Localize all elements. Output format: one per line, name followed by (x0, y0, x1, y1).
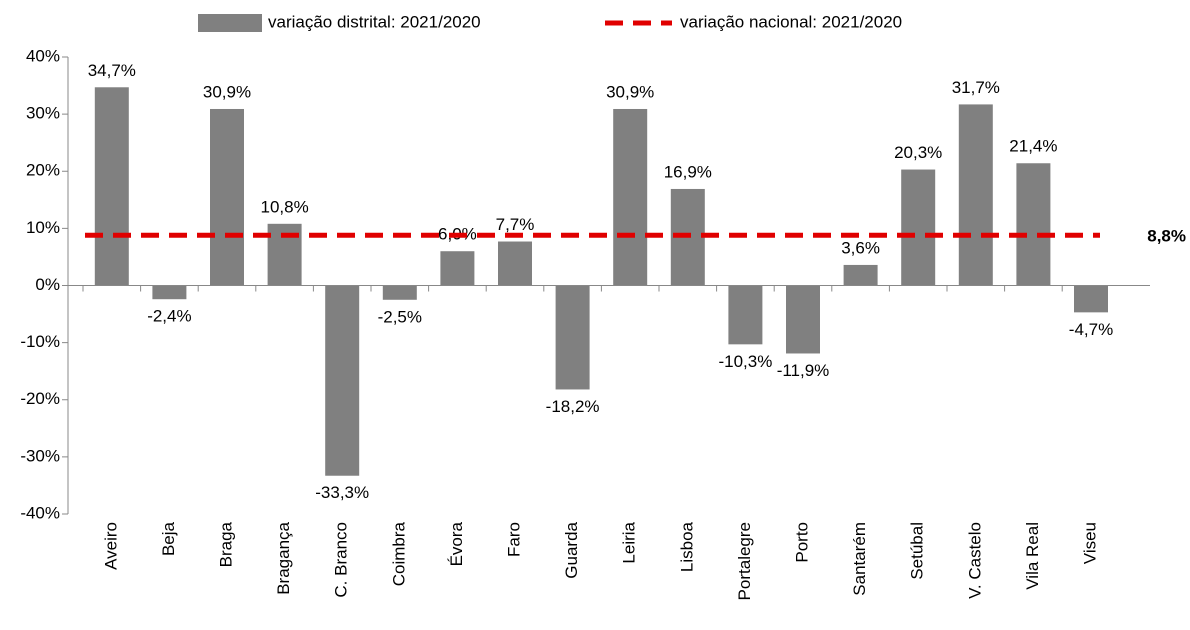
x-tick-label: V. Castelo (965, 522, 984, 599)
x-tick-label: Leiria (620, 521, 639, 563)
x-tick-label: Guarda (562, 521, 581, 578)
x-tick-label: Coimbra (389, 521, 408, 586)
value-label: -4,7% (1069, 320, 1113, 339)
bar (555, 285, 590, 390)
x-tick-label: Porto (792, 522, 811, 563)
bar (728, 285, 763, 345)
bar (613, 108, 648, 286)
bar (498, 241, 532, 286)
bar (1074, 285, 1108, 313)
x-tick-label: Lisboa (677, 521, 696, 572)
legend-swatch (198, 14, 262, 32)
value-label: 10,8% (260, 197, 308, 216)
y-tick-label: 30% (26, 104, 60, 123)
value-label: 30,9% (606, 82, 654, 101)
x-tick-label: Santarém (850, 522, 869, 596)
bar (152, 285, 187, 300)
value-label: 31,7% (952, 78, 1000, 97)
y-tick-label: -20% (20, 389, 60, 408)
x-tick-label: Beja (159, 521, 178, 556)
value-label: 21,4% (1009, 137, 1057, 156)
y-tick-label: 0% (35, 275, 60, 294)
x-tick-label: Faro (504, 522, 523, 557)
value-label: -18,2% (546, 397, 600, 416)
y-tick-label: 40% (26, 46, 60, 65)
bar (901, 169, 936, 286)
value-label: -33,3% (315, 483, 369, 502)
value-label: 34,7% (88, 61, 136, 80)
bar (958, 104, 993, 286)
y-tick-label: 20% (26, 161, 60, 180)
bar (843, 264, 878, 286)
value-label: 7,7% (496, 215, 535, 234)
bar (786, 285, 820, 354)
y-tick-label: -30% (20, 446, 60, 465)
bar (210, 108, 244, 286)
bar (325, 285, 360, 476)
x-tick-label: Setúbal (908, 522, 927, 580)
bar (94, 87, 129, 286)
y-tick-label: -40% (20, 503, 60, 522)
value-label: -2,5% (378, 307, 422, 326)
x-tick-label: Viseu (1080, 522, 1099, 564)
x-tick-label: Évora (447, 521, 466, 566)
legend-label: variação distrital: 2021/2020 (268, 12, 481, 31)
x-tick-label: Bragança (274, 521, 293, 594)
bar (1016, 163, 1051, 286)
x-tick-label: Portalegre (735, 522, 754, 600)
value-label: 20,3% (894, 143, 942, 162)
y-tick-label: -10% (20, 332, 60, 351)
x-tick-label: Braga (216, 521, 235, 567)
value-label: -11,9% (777, 361, 830, 380)
x-tick-label: Vila Real (1023, 522, 1042, 590)
value-label: -2,4% (147, 307, 191, 326)
legend-label: variação nacional: 2021/2020 (680, 12, 902, 31)
bar (440, 251, 475, 286)
value-label: 16,9% (664, 162, 712, 181)
reference-label: 8,8% (1147, 227, 1186, 246)
value-label: -10,3% (718, 352, 772, 371)
x-tick-label: Aveiro (101, 522, 120, 570)
bar (382, 285, 417, 300)
y-tick-label: 10% (26, 218, 60, 237)
value-label: 3,6% (841, 238, 880, 257)
value-label: 30,9% (203, 82, 251, 101)
x-tick-label: C. Branco (332, 522, 351, 598)
